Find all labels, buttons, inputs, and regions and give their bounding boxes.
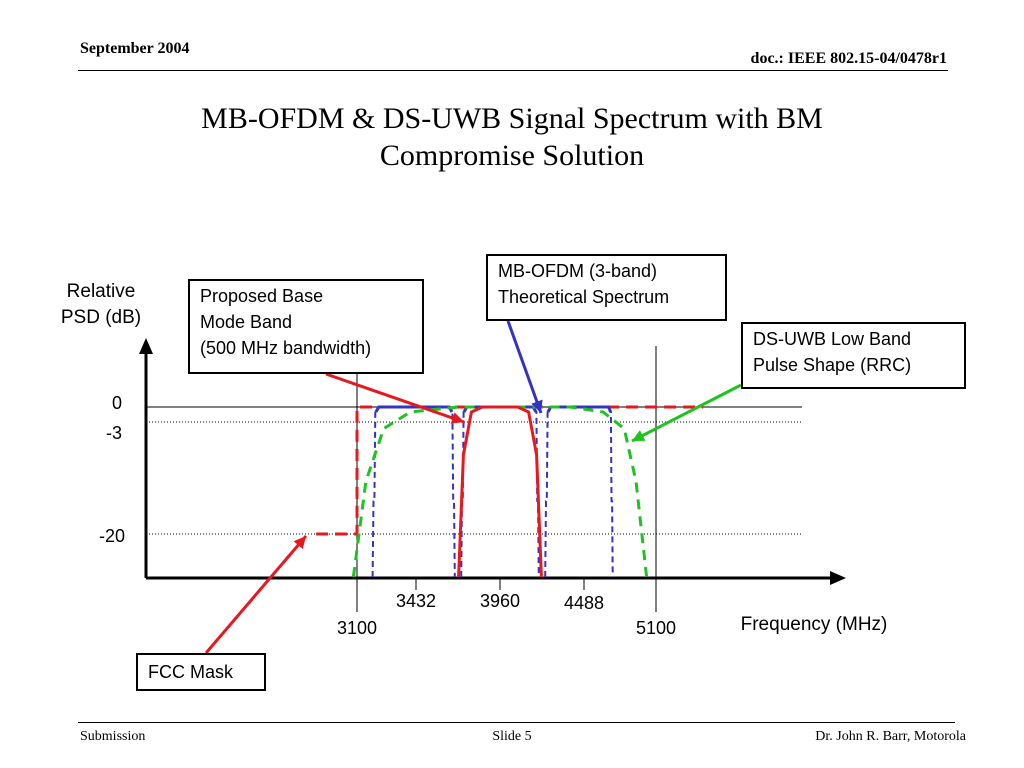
x-tick-label-3100: 3100	[337, 618, 377, 638]
axis-labels: 0 -3 -20 3100 3432 3960 4488 5100 Relative PSD (d…	[61, 281, 888, 638]
leader-base-mode-arrowhead	[450, 412, 464, 424]
series-fcc-mask	[316, 405, 704, 536]
series-base-mode	[457, 405, 543, 578]
x-axis-arrowhead	[830, 571, 846, 585]
y-axis-title-line-2: PSD (dB)	[61, 307, 141, 328]
callout-mb-ofdm-line-1: MB-OFDM (3-band)	[498, 261, 658, 281]
x-tick-label-4488: 4488	[564, 593, 604, 613]
callout-fcc-mask-line-1: FCC Mask	[148, 662, 233, 682]
callout-base-mode-line-3: (500 MHz bandwidth)	[200, 338, 372, 358]
callout-ds-uwb-line-2: Pulse Shape (RRC)	[753, 355, 912, 375]
reference-lines	[146, 346, 802, 612]
callout-base-mode-line-2: Mode Band	[200, 312, 293, 332]
callout-mb-ofdm: MB-OFDM (3-band) Theoretical Spectrum	[486, 254, 727, 321]
series-mb-ofdm-band-1-dashed	[371, 406, 456, 578]
callout-ds-uwb-line-1: DS-UWB Low Band	[753, 329, 912, 349]
leader-fcc-mask	[204, 535, 308, 654]
leader-mb-ofdm-arrowhead	[531, 399, 543, 413]
footer-slide-number: Slide 5	[492, 729, 532, 744]
leader-mb-ofdm	[506, 320, 543, 414]
chart-axes	[139, 338, 846, 590]
header-divider	[78, 70, 948, 71]
y-tick-label-minus-20: -20	[99, 526, 125, 546]
series-mb-ofdm-band-1-top	[374, 405, 454, 413]
x-tick-label-5100: 5100	[636, 618, 676, 638]
footer-author: Dr. John R. Barr, Motorola	[815, 729, 966, 744]
callout-ds-uwb: DS-UWB Low Band Pulse Shape (RRC)	[741, 322, 966, 389]
callout-fcc-mask: FCC Mask	[136, 653, 266, 691]
leader-ds-uwb	[631, 383, 742, 443]
x-tick-label-3960: 3960	[480, 591, 520, 611]
x-axis-title: Frequency (MHz)	[741, 614, 888, 635]
callout-mb-ofdm-line-2: Theoretical Spectrum	[498, 287, 670, 307]
header-date: September 2004	[80, 40, 190, 57]
slide-title: MB-OFDM & DS-UWB Signal Spectrum with BM…	[0, 100, 1024, 174]
header-doc-id: doc.: IEEE 802.15-04/0478r1	[750, 50, 947, 67]
y-axis-arrowhead	[139, 338, 153, 354]
y-axis-title-line-1: Relative	[67, 281, 136, 302]
chart-series	[316, 405, 704, 578]
slide-title-line-1: MB-OFDM & DS-UWB Signal Spectrum with BM	[201, 102, 823, 135]
series-mb-ofdm-band-3-top	[546, 405, 612, 413]
callout-leaders	[204, 320, 742, 654]
callout-base-mode: Proposed Base Mode Band (500 MHz bandwidth…	[188, 279, 424, 374]
footer-divider	[78, 722, 955, 723]
leader-base-mode	[325, 372, 465, 424]
series-ds-uwb	[351, 405, 649, 578]
callout-base-mode-line-1: Proposed Base	[200, 286, 324, 306]
series-mb-ofdm-band-2-dashed	[460, 406, 540, 578]
footer-submission: Submission	[80, 729, 146, 744]
x-tick-label-3432: 3432	[396, 591, 436, 611]
y-tick-label-minus-3: -3	[106, 423, 122, 443]
series-mb-ofdm-band-3-dashed	[544, 406, 614, 578]
slide-title-line-2: Compromise Solution	[379, 139, 645, 172]
leader-ds-uwb-arrowhead	[632, 430, 646, 441]
y-tick-label-0: 0	[112, 393, 122, 413]
leader-fcc-mask-arrowhead	[293, 536, 306, 550]
